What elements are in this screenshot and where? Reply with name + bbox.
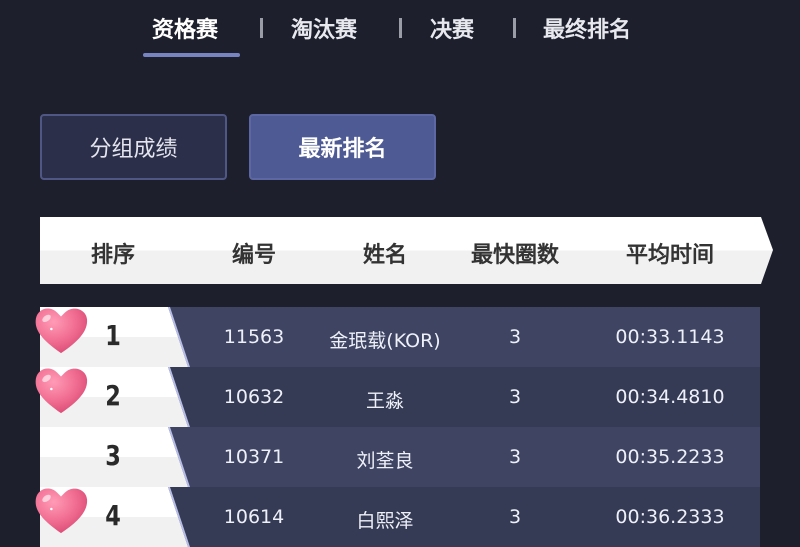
table-header: 排序 编号 姓名 最快圈数 平均时间 bbox=[40, 217, 773, 284]
tab-final-ranking[interactable]: 最终排名 bbox=[543, 18, 632, 43]
stage-tabs: 资格赛 淘汰赛 决赛 最终排名 bbox=[0, 12, 800, 52]
tab-elimination[interactable]: 淘汰赛 bbox=[291, 18, 358, 43]
player-id: 11563 bbox=[223, 326, 285, 348]
rank-number: 3 bbox=[105, 439, 121, 472]
header-name: 姓名 bbox=[362, 243, 408, 268]
table-row[interactable]: 1 11563 金珉载(KOR) 3 00:33.1143 bbox=[35, 307, 760, 367]
player-id: 10632 bbox=[223, 386, 285, 408]
heart-icon bbox=[32, 483, 90, 537]
rank-cell-background bbox=[40, 427, 188, 487]
player-name: 白熙泽 bbox=[356, 510, 414, 532]
header-id: 编号 bbox=[231, 243, 277, 268]
table-row[interactable]: 4 10614 白熙泽 3 00:36.2333 bbox=[35, 487, 760, 547]
avg-time: 00:36.2333 bbox=[615, 506, 725, 528]
table-row[interactable]: 2 10632 王淼 3 00:34.4810 bbox=[35, 367, 760, 427]
header-avg-time: 平均时间 bbox=[625, 243, 715, 268]
tab-divider bbox=[399, 18, 402, 38]
header-rank: 排序 bbox=[90, 243, 136, 268]
fastest-laps: 3 bbox=[508, 386, 522, 408]
rank-number: 4 bbox=[105, 499, 121, 532]
fastest-laps: 3 bbox=[508, 326, 522, 348]
fastest-laps: 3 bbox=[508, 506, 522, 528]
avg-time: 00:34.4810 bbox=[615, 386, 725, 408]
avg-time: 00:33.1143 bbox=[615, 326, 725, 348]
tab-final[interactable]: 决赛 bbox=[430, 18, 475, 43]
active-tab-indicator bbox=[143, 53, 240, 57]
tab-qualifying[interactable]: 资格赛 bbox=[152, 18, 219, 43]
header-fastest-laps: 最快圈数 bbox=[470, 243, 560, 268]
player-name: 王淼 bbox=[365, 390, 405, 412]
rank-number: 1 bbox=[105, 319, 121, 352]
player-name: 刘荃良 bbox=[356, 450, 414, 472]
latest-ranking-button[interactable]: 最新排名 bbox=[249, 114, 436, 180]
heart-icon bbox=[32, 303, 90, 357]
player-id: 10614 bbox=[223, 506, 285, 528]
group-results-button[interactable]: 分组成绩 bbox=[40, 114, 227, 180]
table-row[interactable]: 3 10371 刘荃良 3 00:35.2233 bbox=[40, 427, 760, 487]
tab-divider bbox=[260, 18, 263, 38]
player-id: 10371 bbox=[223, 446, 285, 468]
avg-time: 00:35.2233 bbox=[615, 446, 725, 468]
rank-number: 2 bbox=[105, 379, 121, 412]
player-name: 金珉载(KOR) bbox=[329, 330, 441, 352]
heart-icon bbox=[32, 363, 90, 417]
fastest-laps: 3 bbox=[508, 446, 522, 468]
tab-divider bbox=[513, 18, 516, 38]
